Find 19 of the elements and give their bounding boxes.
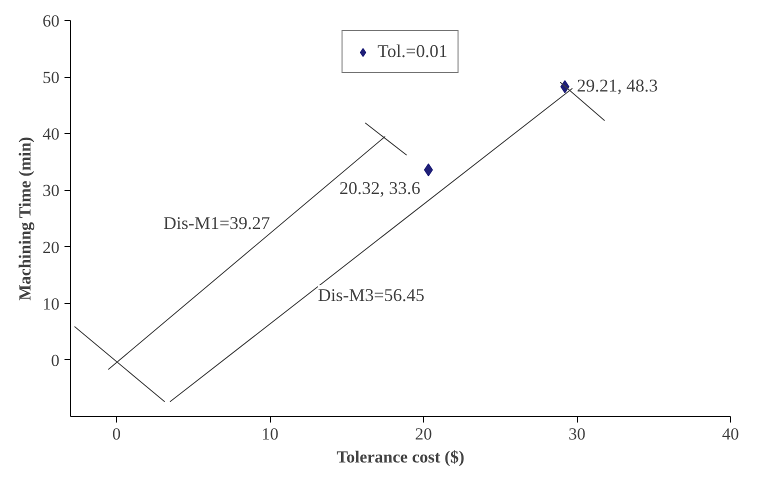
y-tick-label: 0 bbox=[51, 350, 60, 370]
data-label: 20.32, 33.6 bbox=[339, 178, 420, 198]
y-tick-label: 50 bbox=[42, 68, 60, 88]
x-tick-label: 10 bbox=[262, 424, 279, 444]
x-tick-label: 0 bbox=[112, 424, 121, 444]
annotation: Dis-M1=39.27 bbox=[163, 213, 270, 234]
x-tick-label: 40 bbox=[722, 424, 739, 444]
legend-label: Tol.=0.01 bbox=[378, 41, 448, 62]
y-tick-label: 20 bbox=[42, 238, 60, 257]
y-tick-label: 10 bbox=[42, 294, 60, 314]
x-axis-title: Tolerance cost ($) bbox=[336, 448, 464, 466]
annotation: Dis-M3=56.45 bbox=[318, 285, 425, 306]
x-tick-label: 20 bbox=[415, 424, 432, 444]
y-axis-title: Machining Time (min) bbox=[16, 136, 34, 301]
x-tick-label: 30 bbox=[568, 424, 586, 444]
y-tick-label: 60 bbox=[42, 12, 60, 30]
data-label: 29.21, 48.3 bbox=[576, 76, 658, 96]
y-tick-label: 30 bbox=[42, 181, 60, 200]
y-tick-label: 40 bbox=[42, 124, 60, 144]
